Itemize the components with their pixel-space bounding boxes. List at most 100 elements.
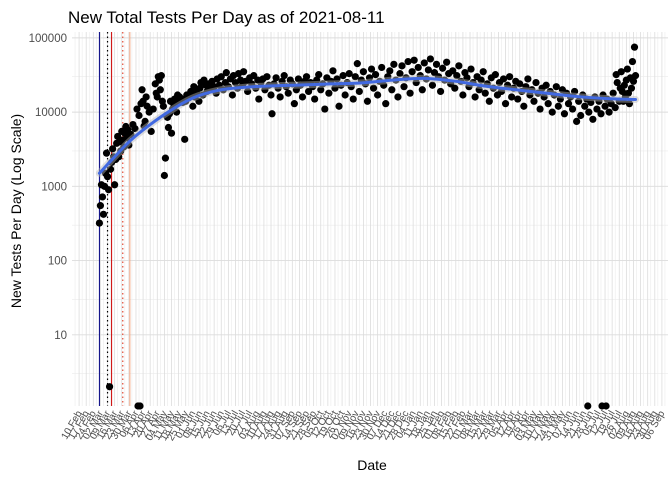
data-point — [570, 87, 579, 96]
data-point — [601, 102, 609, 110]
data-point — [127, 130, 135, 139]
data-point — [147, 127, 155, 135]
data-point — [477, 76, 485, 84]
data-point — [506, 73, 514, 81]
data-point — [451, 84, 459, 92]
data-point — [239, 68, 248, 76]
data-point — [382, 100, 390, 108]
data-point — [532, 78, 540, 87]
data-point — [560, 110, 569, 118]
data-point — [408, 68, 416, 76]
data-point — [630, 43, 639, 51]
data-point — [333, 75, 341, 83]
data-point — [106, 165, 115, 173]
data-point — [290, 100, 298, 108]
data-point — [315, 71, 323, 79]
data-point — [418, 86, 426, 94]
data-point — [228, 91, 237, 99]
data-point — [530, 97, 538, 105]
data-point — [589, 115, 597, 123]
data-point — [268, 110, 276, 118]
data-point — [400, 83, 408, 91]
data-point — [536, 105, 544, 113]
vertical-reference-lines — [98, 32, 131, 406]
data-point — [593, 105, 601, 113]
data-point — [272, 74, 280, 82]
data-point — [367, 65, 376, 73]
data-point — [548, 108, 556, 116]
data-point — [156, 86, 164, 94]
data-point — [577, 111, 585, 120]
data-point — [102, 149, 111, 157]
data-point — [98, 193, 107, 201]
data-point — [189, 102, 197, 110]
data-point — [581, 102, 589, 110]
data-point — [628, 57, 637, 66]
data-point — [105, 383, 114, 391]
data-point — [217, 73, 225, 81]
data-point — [522, 83, 530, 91]
data-point — [564, 100, 573, 108]
data-point — [311, 95, 319, 103]
data-point — [136, 402, 144, 410]
data-point — [313, 76, 321, 84]
data-point — [345, 70, 353, 78]
data-point — [426, 55, 435, 63]
data-point — [131, 124, 139, 133]
y-tick-label: 100000 — [29, 33, 67, 45]
data-point — [331, 84, 339, 92]
data-point — [363, 97, 372, 105]
data-point — [396, 70, 404, 78]
data-point — [575, 97, 583, 105]
data-point — [276, 93, 284, 101]
data-point — [463, 74, 471, 82]
data-point — [267, 91, 275, 99]
data-point — [196, 84, 204, 92]
data-point — [359, 68, 368, 76]
data-point — [479, 68, 487, 76]
data-point — [190, 83, 198, 91]
data-point — [499, 75, 508, 83]
data-point — [627, 84, 636, 92]
data-point — [552, 83, 560, 91]
data-point — [325, 89, 333, 97]
data-point — [412, 78, 420, 87]
data-point — [459, 91, 467, 99]
data-point — [294, 75, 303, 83]
y-axis-ticks: 10 100 1000 10000 100000 — [29, 33, 67, 342]
data-point — [501, 100, 510, 108]
data-point — [329, 67, 337, 75]
data-point — [544, 100, 552, 108]
data-point — [388, 86, 396, 94]
data-point — [428, 81, 437, 89]
data-points — [95, 43, 640, 410]
data-point — [542, 81, 550, 89]
data-point — [420, 59, 428, 67]
data-point — [485, 97, 493, 105]
grid — [72, 32, 668, 406]
data-point — [244, 87, 252, 96]
data-point — [613, 78, 621, 87]
data-point — [374, 91, 382, 99]
data-point — [143, 102, 151, 110]
data-point — [605, 108, 613, 116]
data-point — [625, 100, 634, 108]
data-point — [481, 89, 489, 97]
data-point — [99, 210, 108, 218]
data-point — [153, 93, 161, 101]
data-point — [284, 89, 292, 97]
data-point — [96, 202, 105, 210]
data-point — [467, 65, 475, 73]
data-point — [386, 67, 394, 75]
y-tick-label: 10000 — [35, 107, 67, 119]
x-axis-title: Date — [357, 457, 387, 473]
data-point — [164, 123, 173, 132]
trend-line-layer — [95, 74, 640, 177]
data-point — [631, 72, 640, 80]
data-point — [597, 110, 605, 118]
data-point — [255, 95, 263, 103]
data-point — [404, 57, 412, 66]
data-point — [347, 83, 355, 91]
